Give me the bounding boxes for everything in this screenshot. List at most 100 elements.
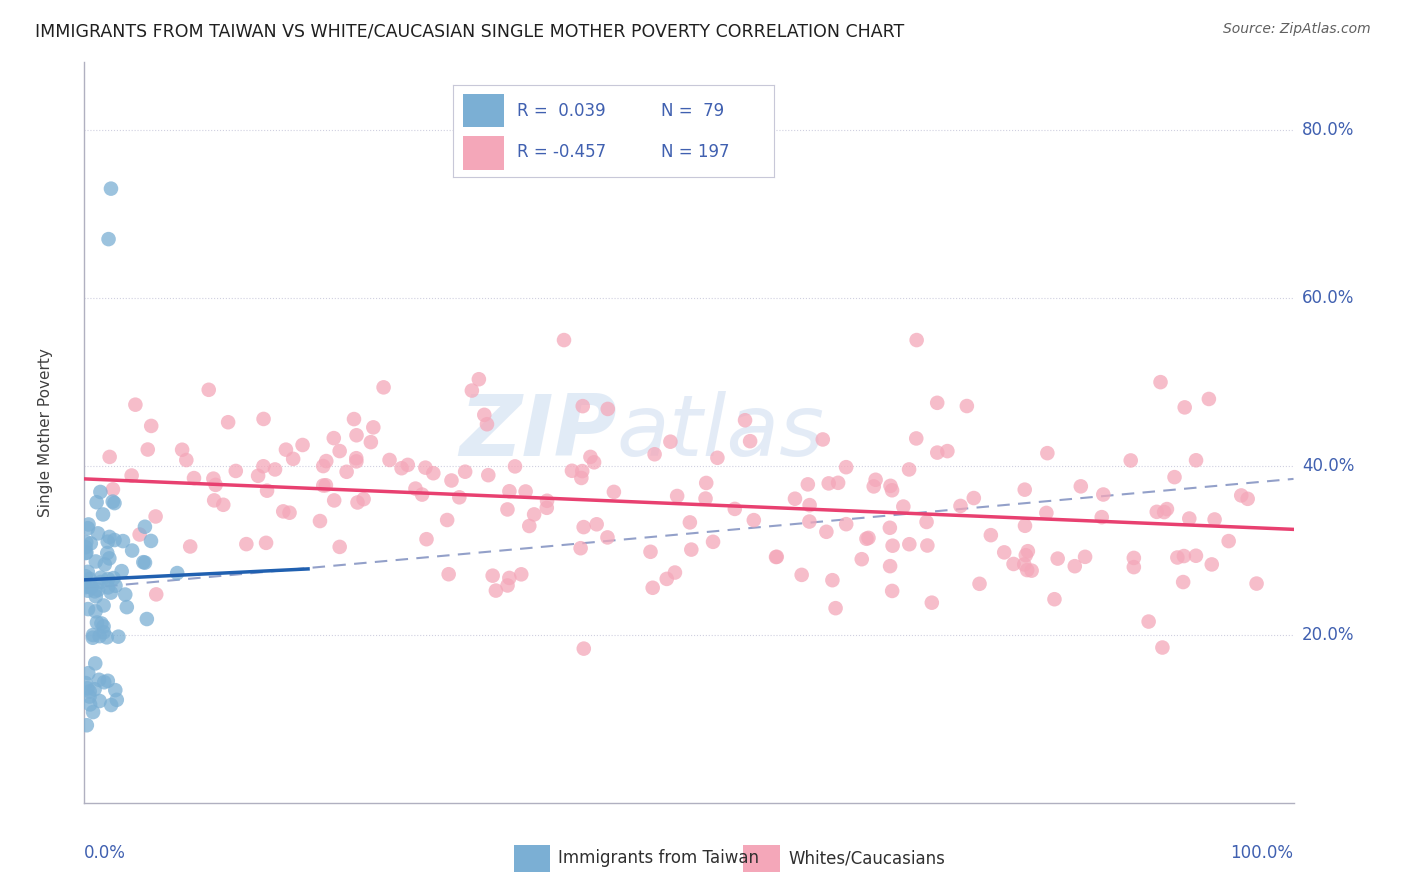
- Point: [80, 536, 103, 550]
- Point: [553, 333, 575, 347]
- Point: [569, 541, 592, 556]
- Point: [256, 483, 278, 498]
- Text: Source: ZipAtlas.com: Source: ZipAtlas.com: [1223, 22, 1371, 37]
- Point: [821, 573, 844, 587]
- Point: [1246, 576, 1268, 591]
- Point: [105, 693, 128, 707]
- Point: [571, 399, 593, 413]
- Point: [212, 498, 235, 512]
- Point: [75, 546, 97, 560]
- Point: [927, 396, 949, 410]
- Point: [77, 521, 100, 535]
- Point: [90, 616, 112, 631]
- Point: [472, 408, 495, 422]
- Point: [1017, 563, 1039, 577]
- Text: Whites/Caucasians: Whites/Caucasians: [789, 849, 945, 867]
- Point: [145, 509, 167, 524]
- Point: [97, 673, 120, 688]
- Point: [145, 587, 167, 601]
- Point: [498, 484, 520, 499]
- Bar: [744, 845, 780, 871]
- Point: [315, 478, 337, 492]
- Point: [111, 564, 134, 578]
- Point: [817, 476, 839, 491]
- Point: [949, 499, 972, 513]
- Point: [835, 460, 858, 475]
- Bar: [513, 845, 550, 871]
- Point: [498, 571, 520, 585]
- Point: [247, 468, 270, 483]
- Point: [346, 495, 368, 509]
- Point: [254, 536, 277, 550]
- Point: [98, 530, 121, 544]
- Point: [1074, 549, 1097, 564]
- Point: [391, 461, 413, 475]
- Point: [561, 464, 583, 478]
- Point: [603, 484, 626, 499]
- Point: [1137, 615, 1160, 629]
- Point: [75, 535, 97, 549]
- Point: [437, 567, 460, 582]
- Point: [1046, 551, 1069, 566]
- Point: [905, 432, 928, 446]
- Point: [75, 540, 97, 554]
- Point: [858, 531, 880, 545]
- Point: [921, 596, 943, 610]
- Point: [862, 479, 884, 493]
- Point: [815, 524, 838, 539]
- Point: [644, 447, 666, 461]
- Point: [571, 464, 593, 478]
- Point: [89, 694, 111, 708]
- Point: [963, 491, 986, 505]
- Point: [312, 478, 335, 492]
- Point: [103, 571, 125, 585]
- Point: [135, 612, 157, 626]
- Point: [121, 543, 143, 558]
- Point: [503, 459, 526, 474]
- Point: [1156, 502, 1178, 516]
- Point: [87, 582, 110, 597]
- Point: [440, 474, 463, 488]
- Point: [124, 398, 146, 412]
- Point: [481, 568, 503, 582]
- Point: [1002, 557, 1025, 571]
- Point: [100, 698, 122, 712]
- Point: [1166, 550, 1188, 565]
- Point: [1063, 559, 1085, 574]
- Point: [1092, 487, 1115, 501]
- Point: [536, 493, 558, 508]
- Point: [363, 420, 385, 434]
- Point: [82, 628, 104, 642]
- Point: [879, 521, 901, 535]
- Point: [84, 657, 107, 671]
- Point: [103, 496, 125, 510]
- Point: [1163, 470, 1185, 484]
- Point: [225, 464, 247, 478]
- Point: [315, 454, 337, 468]
- Point: [666, 489, 689, 503]
- Point: [75, 580, 97, 594]
- Text: atlas: atlas: [616, 391, 824, 475]
- Point: [176, 453, 198, 467]
- Point: [404, 482, 426, 496]
- Point: [835, 517, 858, 532]
- Point: [855, 532, 877, 546]
- Point: [115, 600, 138, 615]
- Point: [103, 533, 125, 547]
- Point: [742, 513, 765, 527]
- Point: [640, 545, 662, 559]
- Point: [724, 502, 747, 516]
- Point: [93, 625, 115, 640]
- Point: [97, 581, 120, 595]
- Point: [882, 583, 904, 598]
- Point: [596, 401, 619, 416]
- Point: [579, 450, 602, 464]
- Point: [1122, 560, 1144, 574]
- Text: 20.0%: 20.0%: [1302, 625, 1354, 643]
- Point: [373, 380, 395, 394]
- Point: [468, 372, 491, 386]
- Point: [517, 519, 540, 533]
- Point: [882, 539, 904, 553]
- Point: [1204, 512, 1226, 526]
- Point: [865, 473, 887, 487]
